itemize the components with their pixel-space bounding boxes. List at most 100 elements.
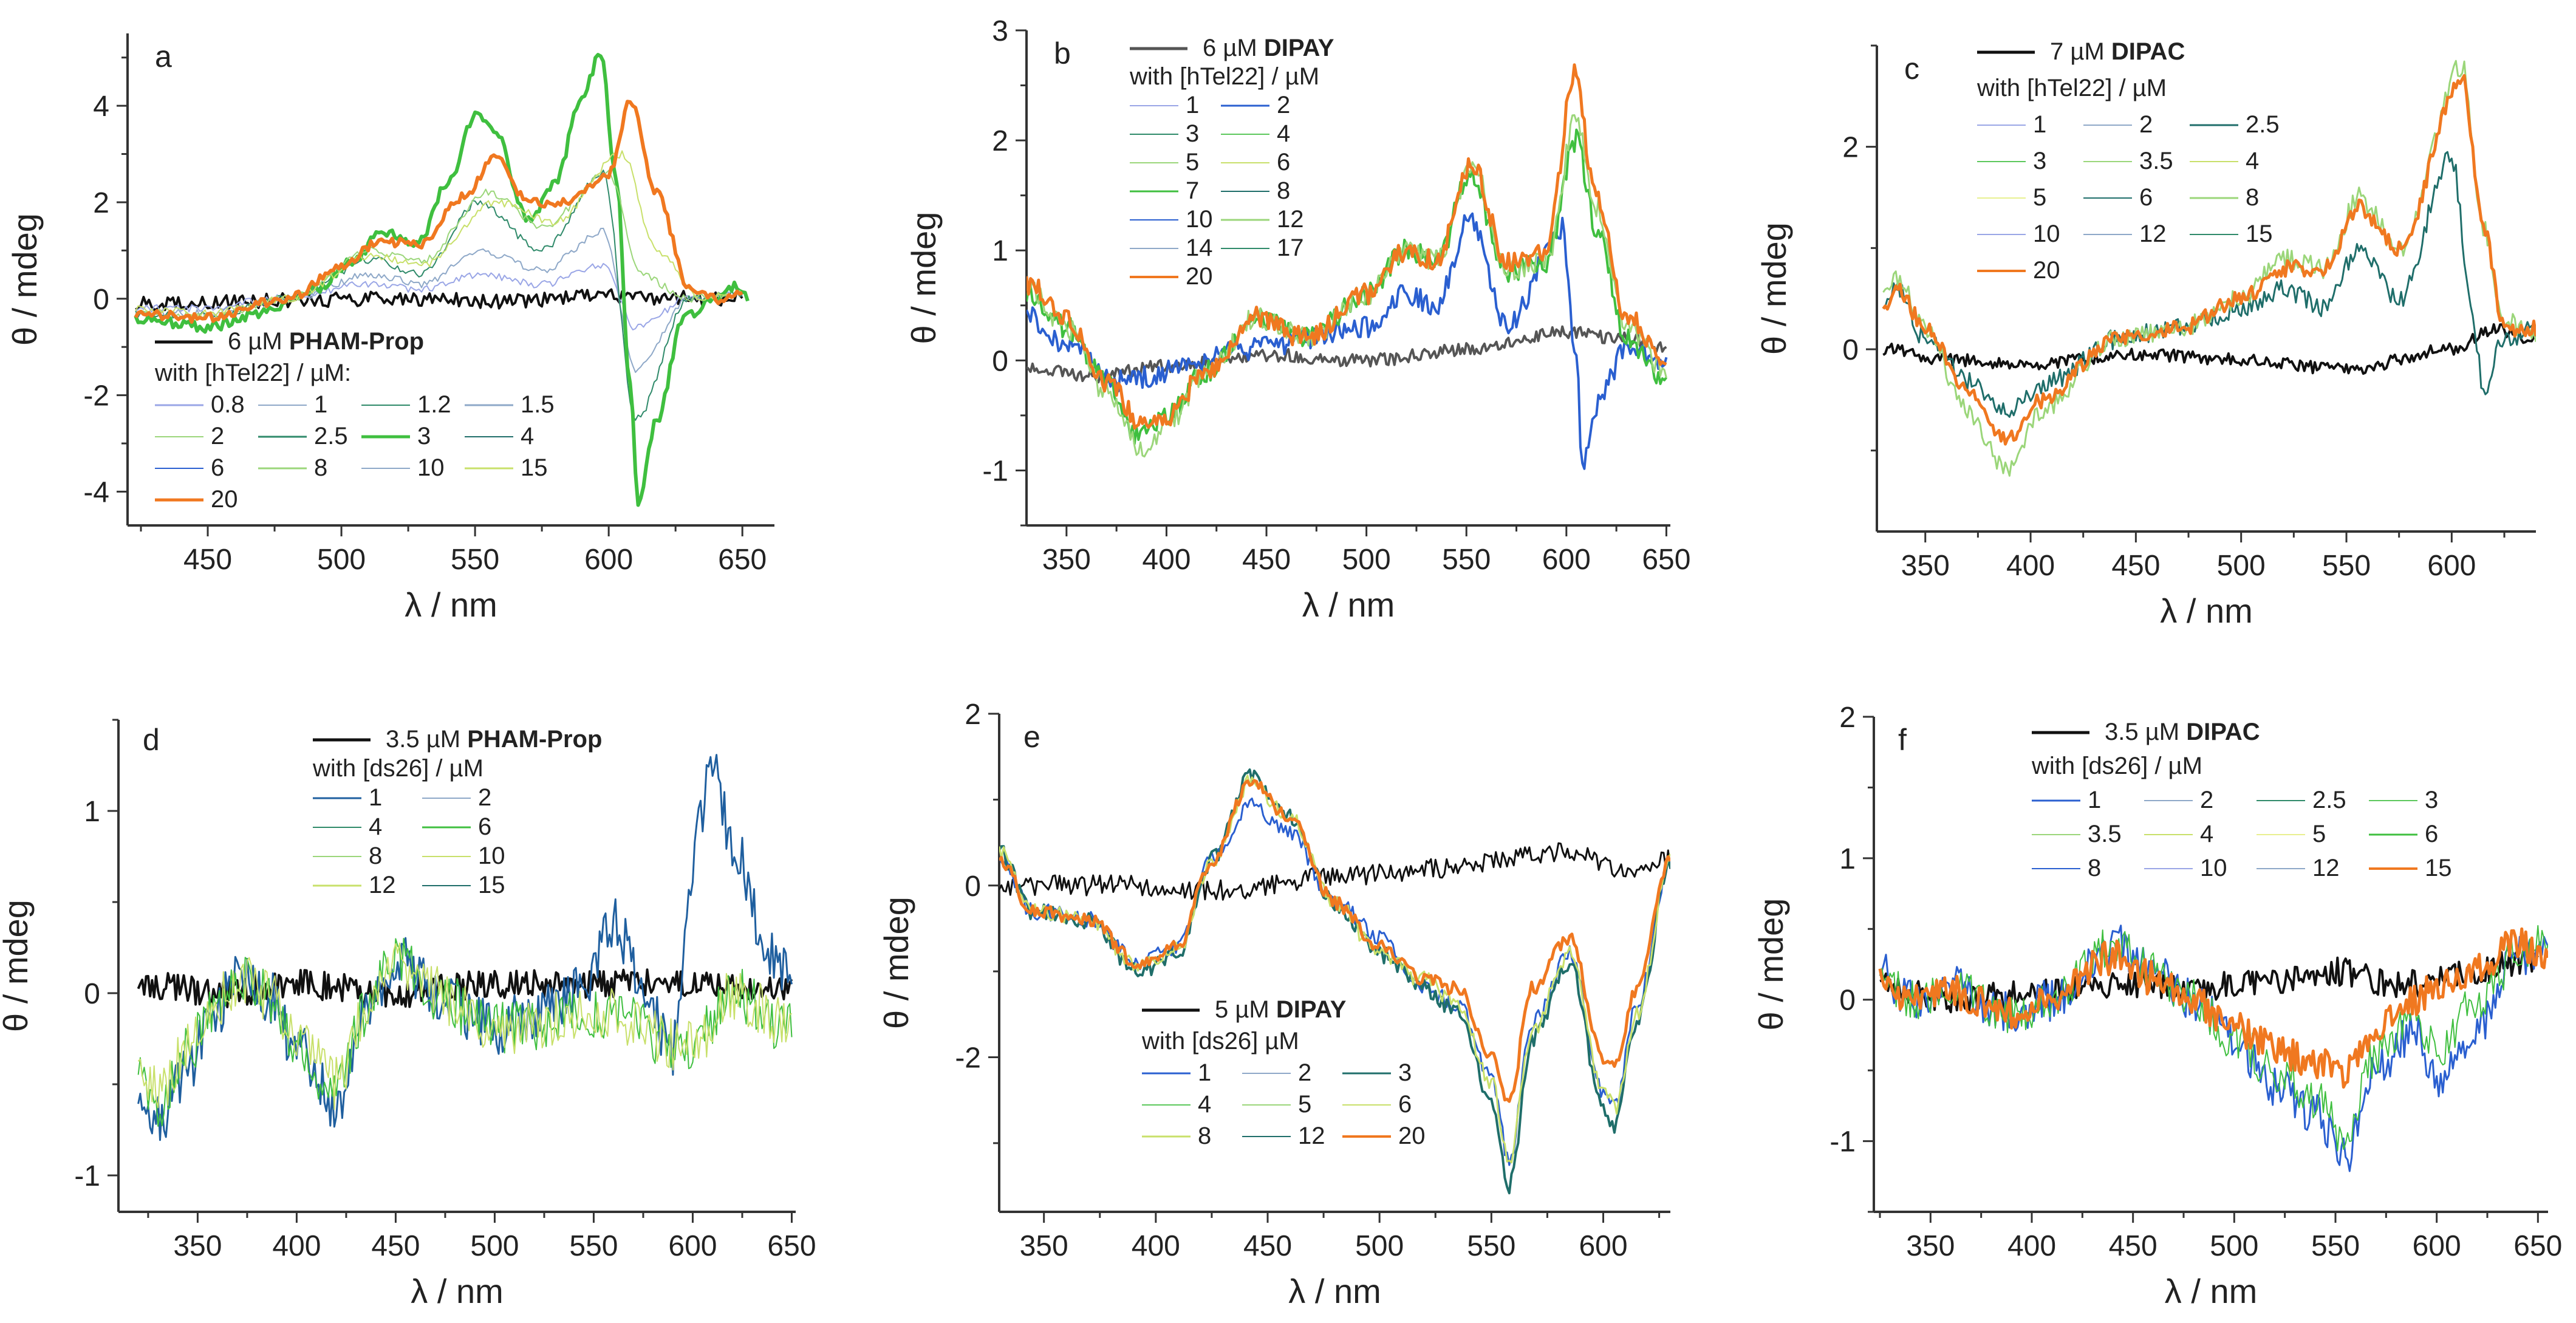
legend-entry-label: 1.5: [521, 391, 555, 418]
legend-entry-label: 6: [1398, 1091, 1412, 1118]
y-tick-label: 0: [992, 345, 1008, 377]
legend-entry-label: 2.5: [2312, 787, 2346, 813]
legend-entry-label: 2: [1298, 1059, 1311, 1086]
series-group: [137, 754, 793, 1141]
x-tick-label: 500: [1355, 1230, 1404, 1262]
series-group: [1878, 925, 2548, 1172]
x-tick-label: 600: [668, 1230, 717, 1262]
x-tick-label: 650: [2513, 1230, 2562, 1262]
y-axis-title: θ / mdeg: [1752, 898, 1790, 1031]
x-tick-label: 550: [451, 544, 499, 576]
series-line-15: [1878, 927, 2548, 1089]
x-tick-label: 350: [1020, 1230, 1068, 1262]
legend-entry-label: 12: [1277, 206, 1304, 233]
legend-title: 6 µM DIPAY: [1203, 35, 1334, 61]
series-line-20: [1027, 63, 1667, 430]
series-line-8: [999, 774, 1670, 1164]
legend-title: 5 µM DIPAY: [1215, 996, 1347, 1023]
y-tick-label: 2: [1842, 132, 1859, 164]
x-tick-label: 550: [1467, 1230, 1515, 1262]
series-line-6: [1879, 925, 2548, 1152]
series-group: [1027, 63, 1668, 470]
y-axis-title: θ / mdeg: [877, 897, 915, 1029]
x-tick-label: 450: [2109, 1230, 2157, 1262]
x-tick-label: 550: [2311, 1230, 2360, 1262]
y-tick-label: 0: [84, 978, 100, 1010]
legend-entry-label: 6: [478, 813, 491, 840]
x-tick-label: 350: [1042, 544, 1091, 576]
y-tick-label: 0: [1839, 985, 1856, 1017]
y-tick-label: 1: [992, 235, 1008, 267]
legend-entry-label: 3: [2033, 148, 2046, 174]
panel-letter: b: [1054, 36, 1071, 70]
legend-entry-label: 4: [2200, 821, 2213, 847]
x-tick-label: 350: [1906, 1230, 1955, 1262]
series-line-12: [137, 942, 792, 1110]
x-axis-title: λ / nm: [2165, 1272, 2257, 1310]
x-tick-label: 450: [371, 1230, 420, 1262]
panel-letter: c: [1904, 52, 1919, 86]
y-tick-label: 2: [965, 699, 981, 731]
legend: 6 µM PHAM-Prop with [hTel22] / µM: 0.8 1 1.2…: [154, 328, 555, 513]
series-line-15: [135, 150, 743, 317]
legend-title: 3.5 µM DIPAC: [2105, 719, 2260, 745]
legend-entry-label: 15: [2425, 855, 2452, 881]
x-tick-label: 650: [1642, 544, 1690, 576]
legend-entry-label: 8: [2246, 184, 2259, 211]
y-axis-title: θ / mdeg: [0, 900, 35, 1032]
y-tick-label: 0: [965, 870, 981, 903]
legend-entry-label: 1: [1198, 1059, 1211, 1086]
legend-entry-label: 2: [478, 784, 491, 811]
series-line-2: [1027, 212, 1668, 470]
y-tick-label: 1: [1839, 843, 1856, 875]
legend-entry-label: 3: [2425, 787, 2438, 813]
series-group: [999, 768, 1670, 1195]
legend-entry-label: 2.5: [314, 423, 348, 450]
y-axis-title: θ / mdeg: [904, 212, 943, 344]
legend-entry-label: 1.2: [417, 391, 451, 418]
legend-title: 6 µM PHAM-Prop: [228, 328, 424, 355]
legend-entry-label: 10: [2200, 855, 2227, 881]
x-tick-label: 400: [2006, 550, 2055, 582]
y-tick-label: 1: [84, 796, 100, 828]
x-tick-label: 350: [1901, 550, 1950, 582]
legend-entry-label: 15: [521, 454, 548, 481]
legend-entry-label: 20: [1186, 263, 1213, 290]
legend-subtitle: with [ds26] / µM: [312, 755, 483, 782]
series-group: [1882, 60, 2536, 477]
x-tick-label: 450: [183, 544, 232, 576]
y-tick-label: 2: [1839, 702, 1856, 734]
legend-entry-label: 6: [211, 454, 224, 481]
panel-a: 450 500 550 600 650 -4 -2 0 2 4 λ / nm θ / mdeg a 6 µ…: [5, 33, 774, 624]
x-axis-title: λ / nm: [1288, 1272, 1381, 1310]
legend-entry-label: 0.8: [211, 391, 245, 418]
x-tick-label: 600: [584, 544, 633, 576]
series-line-3.5-M-PHAM-Prop: [137, 968, 793, 1008]
legend-entry-label: 15: [478, 872, 505, 898]
legend-entry-label: 6: [1277, 149, 1290, 176]
y-tick-label: -2: [955, 1042, 981, 1075]
y-tick-label: -1: [1830, 1126, 1856, 1158]
legend-entry-label: 5: [1298, 1091, 1311, 1118]
legend-entry-label: 4: [521, 423, 534, 450]
legend-entry-label: 3: [1186, 120, 1199, 147]
x-axis-title: λ / nm: [2160, 592, 2252, 630]
series-line-20: [999, 779, 1670, 1103]
x-tick-label: 600: [2427, 550, 2476, 582]
series-line-6-M-DIPAY: [1027, 325, 1667, 384]
x-tick-label: 550: [1442, 544, 1491, 576]
y-tick-label: -2: [83, 380, 109, 412]
legend-entry-label: 20: [211, 486, 238, 513]
series-line-1: [999, 798, 1670, 1166]
series-line-12: [1027, 114, 1667, 458]
legend-title: 7 µM DIPAC: [2050, 38, 2185, 65]
x-tick-label: 500: [470, 1230, 519, 1262]
legend-entry-label: 3: [1398, 1059, 1412, 1086]
legend-entry-label: 12: [2312, 855, 2340, 881]
